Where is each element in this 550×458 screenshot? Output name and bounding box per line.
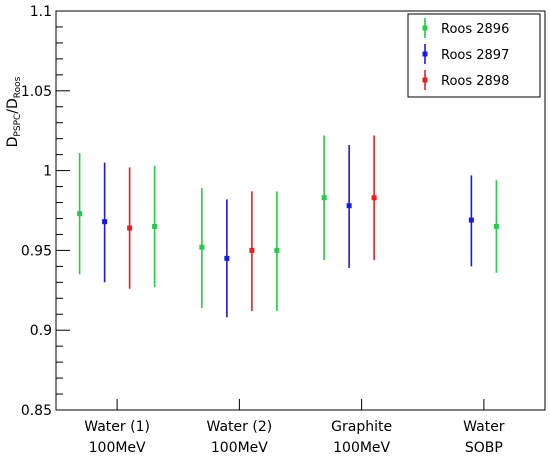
- data-point: [468, 175, 474, 267]
- point-marker: [77, 211, 83, 217]
- y-tick-label: 1.05: [21, 84, 52, 100]
- legend-box: [407, 13, 541, 98]
- category-label-line2: 100MeV: [89, 440, 146, 456]
- legend-label: Roos 2898: [441, 74, 509, 89]
- legend-label: Roos 2897: [441, 48, 509, 63]
- data-point: [199, 188, 205, 308]
- ylabel-sub2: Roos: [13, 76, 23, 98]
- y-tick-label: 0.95: [21, 243, 52, 259]
- legend-entry: Roos 2896: [422, 18, 509, 38]
- point-marker: [493, 223, 499, 229]
- data-point: [371, 135, 377, 260]
- legend: Roos 2896 Roos 2897 Roos 2898: [407, 13, 541, 98]
- data-point: [224, 199, 230, 318]
- data-point: [321, 135, 327, 260]
- y-tick-label: 1: [43, 164, 52, 180]
- point-marker: [152, 223, 158, 229]
- data-point: [249, 191, 255, 312]
- point-marker: [102, 219, 108, 225]
- point-marker: [371, 195, 377, 201]
- category-label-line1: Water: [463, 419, 505, 435]
- y-tick-label: 0.9: [30, 323, 52, 339]
- category-label-line1: Water (1): [84, 419, 150, 435]
- category-label-line2: 100MeV: [333, 440, 390, 456]
- category-label-line2: SOBP: [465, 440, 503, 456]
- data-points: [77, 135, 499, 318]
- ylabel-sub1: PSPC: [13, 114, 23, 137]
- point-marker: [249, 247, 255, 253]
- legend-marker: [422, 25, 428, 31]
- data-point: [127, 167, 133, 289]
- ylabel-main: D: [5, 137, 21, 148]
- x-axis: Water (1) 100MeV Water (2) 100MeV Graphite 10…: [84, 399, 505, 456]
- data-point: [152, 165, 158, 288]
- legend-marker: [422, 77, 428, 83]
- y-tick-label: 1.1: [30, 4, 52, 20]
- legend-marker: [422, 51, 428, 57]
- category-label-line2: 100MeV: [211, 440, 268, 456]
- point-marker: [346, 203, 352, 209]
- point-marker: [274, 247, 280, 253]
- legend-label: Roos 2896: [441, 22, 509, 37]
- data-point: [77, 153, 83, 275]
- point-marker: [199, 244, 205, 250]
- data-point: [274, 191, 280, 312]
- category-label-line1: Water (2): [207, 419, 273, 435]
- category-label-line1: Graphite: [331, 419, 392, 435]
- y-tick-label: 0.85: [21, 403, 52, 419]
- point-marker: [127, 225, 133, 231]
- data-point: [346, 145, 352, 268]
- data-point: [102, 162, 108, 283]
- point-marker: [468, 217, 474, 223]
- legend-entry: Roos 2898: [422, 70, 509, 90]
- legend-entry: Roos 2897: [422, 44, 509, 64]
- point-marker: [321, 195, 327, 201]
- y-axis: 0.85 0.9 0.95 1 1.05 1.1: [21, 4, 70, 419]
- point-marker: [224, 255, 230, 261]
- data-point: [493, 180, 499, 273]
- ylabel-slash: /D: [5, 98, 21, 114]
- y-axis-label: DPSPC/DRoos: [5, 76, 23, 147]
